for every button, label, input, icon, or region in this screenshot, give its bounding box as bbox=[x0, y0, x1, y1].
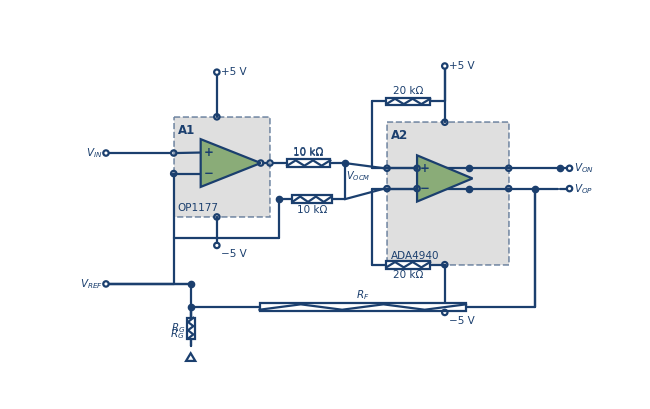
Text: 10 kΩ: 10 kΩ bbox=[294, 147, 324, 157]
Text: −5 V: −5 V bbox=[221, 249, 246, 259]
Text: A2: A2 bbox=[391, 129, 408, 142]
Text: $V_{IN}$: $V_{IN}$ bbox=[86, 146, 103, 160]
Text: $R_F$: $R_F$ bbox=[356, 288, 369, 302]
Bar bbox=[174, 117, 270, 217]
Text: $V_{OCM}$: $V_{OCM}$ bbox=[346, 169, 370, 183]
Text: −: − bbox=[203, 167, 213, 180]
Text: 10 kΩ: 10 kΩ bbox=[294, 148, 324, 157]
Text: A1: A1 bbox=[177, 124, 195, 137]
Bar bbox=[259, 303, 466, 311]
Text: 20 kΩ: 20 kΩ bbox=[393, 270, 423, 280]
Polygon shape bbox=[201, 139, 261, 187]
Text: +: + bbox=[203, 146, 213, 159]
Text: −5 V: −5 V bbox=[448, 316, 474, 326]
Bar bbox=[187, 318, 194, 339]
Text: $V_{OP}$: $V_{OP}$ bbox=[574, 182, 593, 196]
Text: $V_{ON}$: $V_{ON}$ bbox=[574, 162, 594, 175]
Text: $V_{REF}$: $V_{REF}$ bbox=[80, 277, 103, 291]
Bar bbox=[287, 159, 330, 167]
Text: 10 kΩ: 10 kΩ bbox=[297, 204, 327, 215]
Bar bbox=[387, 122, 509, 265]
Text: $R_G$: $R_G$ bbox=[171, 321, 185, 335]
Text: 20 kΩ: 20 kΩ bbox=[393, 86, 423, 96]
Text: $R_G$: $R_G$ bbox=[170, 327, 185, 341]
Text: −: − bbox=[420, 182, 430, 195]
Text: +5 V: +5 V bbox=[448, 61, 474, 71]
Bar bbox=[292, 196, 332, 203]
Bar bbox=[386, 98, 430, 105]
Polygon shape bbox=[417, 155, 473, 202]
Text: ADA4940: ADA4940 bbox=[391, 251, 439, 261]
Polygon shape bbox=[186, 353, 195, 361]
Text: +: + bbox=[420, 162, 430, 175]
Bar bbox=[386, 261, 430, 269]
Text: +5 V: +5 V bbox=[221, 67, 246, 77]
Text: OP1177: OP1177 bbox=[177, 203, 218, 213]
